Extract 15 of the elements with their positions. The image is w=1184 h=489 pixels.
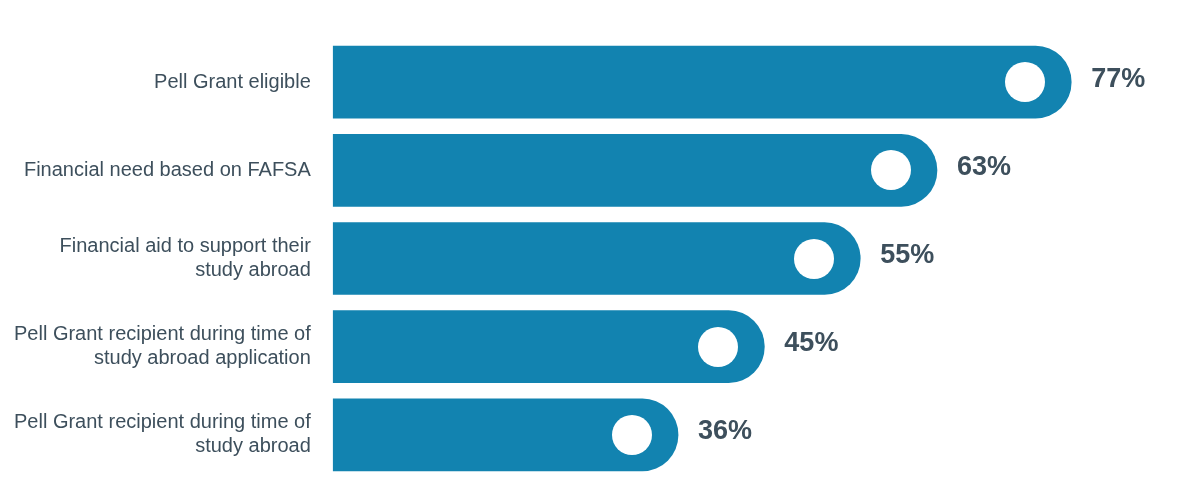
y-tick-label: Financial need based on FAFSA [23,157,312,180]
y-tick-label: Financial aid to support their study abroad [59,234,312,281]
data-label: 36% [698,415,753,446]
bar [332,222,861,295]
y-tick-label: Pell Grant eligible [154,69,311,92]
bar [332,310,765,384]
data-label: 63% [956,150,1012,181]
data-label: 77% [1091,62,1146,93]
y-tick-label: Pell Grant recipient during time of study abroad application [13,322,312,369]
bar [332,133,938,207]
bar [332,45,1072,119]
data-label: 45% [784,327,839,358]
data-label: 55% [880,238,935,269]
bar [332,398,679,472]
y-tick-label: Pell Grant recipient during time of study abroad [13,410,312,457]
